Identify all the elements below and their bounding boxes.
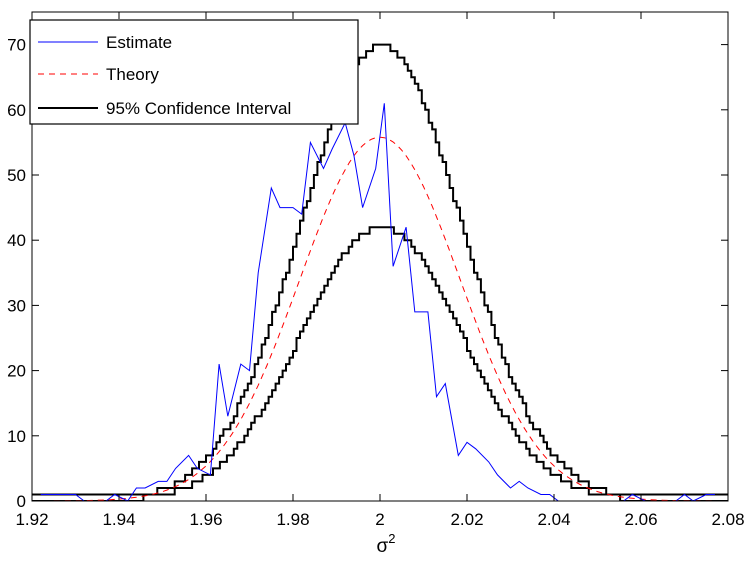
y-tick-label: 50	[7, 166, 26, 185]
ci-upper-line	[32, 43, 728, 496]
x-tick-label: 2.02	[450, 510, 483, 529]
theory-line	[53, 136, 715, 501]
ci-lower-line	[32, 226, 728, 501]
y-tick-label: 10	[7, 427, 26, 446]
y-tick-label: 60	[7, 101, 26, 120]
x-tick-label: 2	[375, 510, 384, 529]
legend-box	[29, 19, 359, 125]
x-axis-label: σ2	[377, 531, 396, 557]
x-tick-label: 1.98	[276, 510, 309, 529]
plot-area	[32, 43, 728, 501]
x-tick-label: 2.04	[537, 510, 570, 529]
legend: Estimate Theory 95% Confidence Interval	[29, 19, 359, 125]
x-tick-label: 1.96	[189, 510, 222, 529]
y-tick-label: 30	[7, 296, 26, 315]
x-tick-label: 2.06	[624, 510, 657, 529]
x-tick-label: 2.08	[711, 510, 744, 529]
x-tick-label: 1.94	[102, 510, 135, 529]
axes: 1.92 1.94 1.96 1.98 2 2.02 2.04 2.06 2.08 0 10 20 30…	[7, 11, 745, 529]
y-tick-label: 0	[17, 492, 26, 511]
x-tick-label: 1.92	[15, 510, 48, 529]
legend-label-confidence-interval: 95% Confidence Interval	[106, 99, 291, 118]
legend-label-theory: Theory	[106, 65, 159, 84]
y-tick-label: 40	[7, 231, 26, 250]
estimate-line	[40, 103, 715, 501]
legend-label-estimate: Estimate	[106, 33, 172, 52]
y-tick-label: 20	[7, 362, 26, 381]
y-tick-label: 70	[7, 36, 26, 55]
